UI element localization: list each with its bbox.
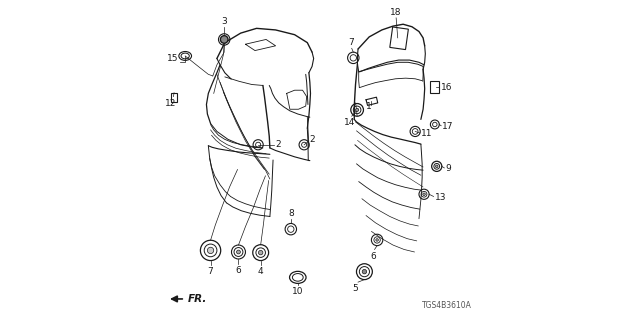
Text: 2: 2 <box>310 135 316 144</box>
Text: 17: 17 <box>442 122 454 131</box>
Text: 7: 7 <box>208 267 213 276</box>
Circle shape <box>356 108 358 111</box>
Text: 7: 7 <box>348 38 354 47</box>
Text: 18: 18 <box>390 8 402 17</box>
Circle shape <box>435 165 438 168</box>
Bar <box>430 81 439 93</box>
Text: 12: 12 <box>165 99 177 108</box>
Circle shape <box>207 247 214 253</box>
Text: 1: 1 <box>366 102 372 111</box>
Text: 16: 16 <box>440 83 452 92</box>
Text: TGS4B3610A: TGS4B3610A <box>422 301 472 310</box>
Text: 13: 13 <box>435 193 446 202</box>
Bar <box>171 93 177 102</box>
Text: 11: 11 <box>421 130 433 139</box>
Text: FR.: FR. <box>188 294 207 304</box>
Text: 2: 2 <box>276 140 281 149</box>
Circle shape <box>237 250 241 254</box>
Circle shape <box>362 269 367 274</box>
Text: 4: 4 <box>258 267 264 276</box>
Text: 10: 10 <box>292 287 303 296</box>
Text: 6: 6 <box>371 252 376 261</box>
Text: 3: 3 <box>221 17 227 26</box>
Text: 5: 5 <box>353 284 358 293</box>
Text: 15: 15 <box>167 54 179 63</box>
Circle shape <box>423 193 426 196</box>
Circle shape <box>220 36 228 43</box>
Text: 6: 6 <box>236 266 241 275</box>
Circle shape <box>259 251 263 255</box>
Text: 8: 8 <box>288 209 294 218</box>
Text: 9: 9 <box>445 164 451 173</box>
Circle shape <box>376 239 378 241</box>
Text: 14: 14 <box>344 118 355 127</box>
Bar <box>390 27 408 50</box>
